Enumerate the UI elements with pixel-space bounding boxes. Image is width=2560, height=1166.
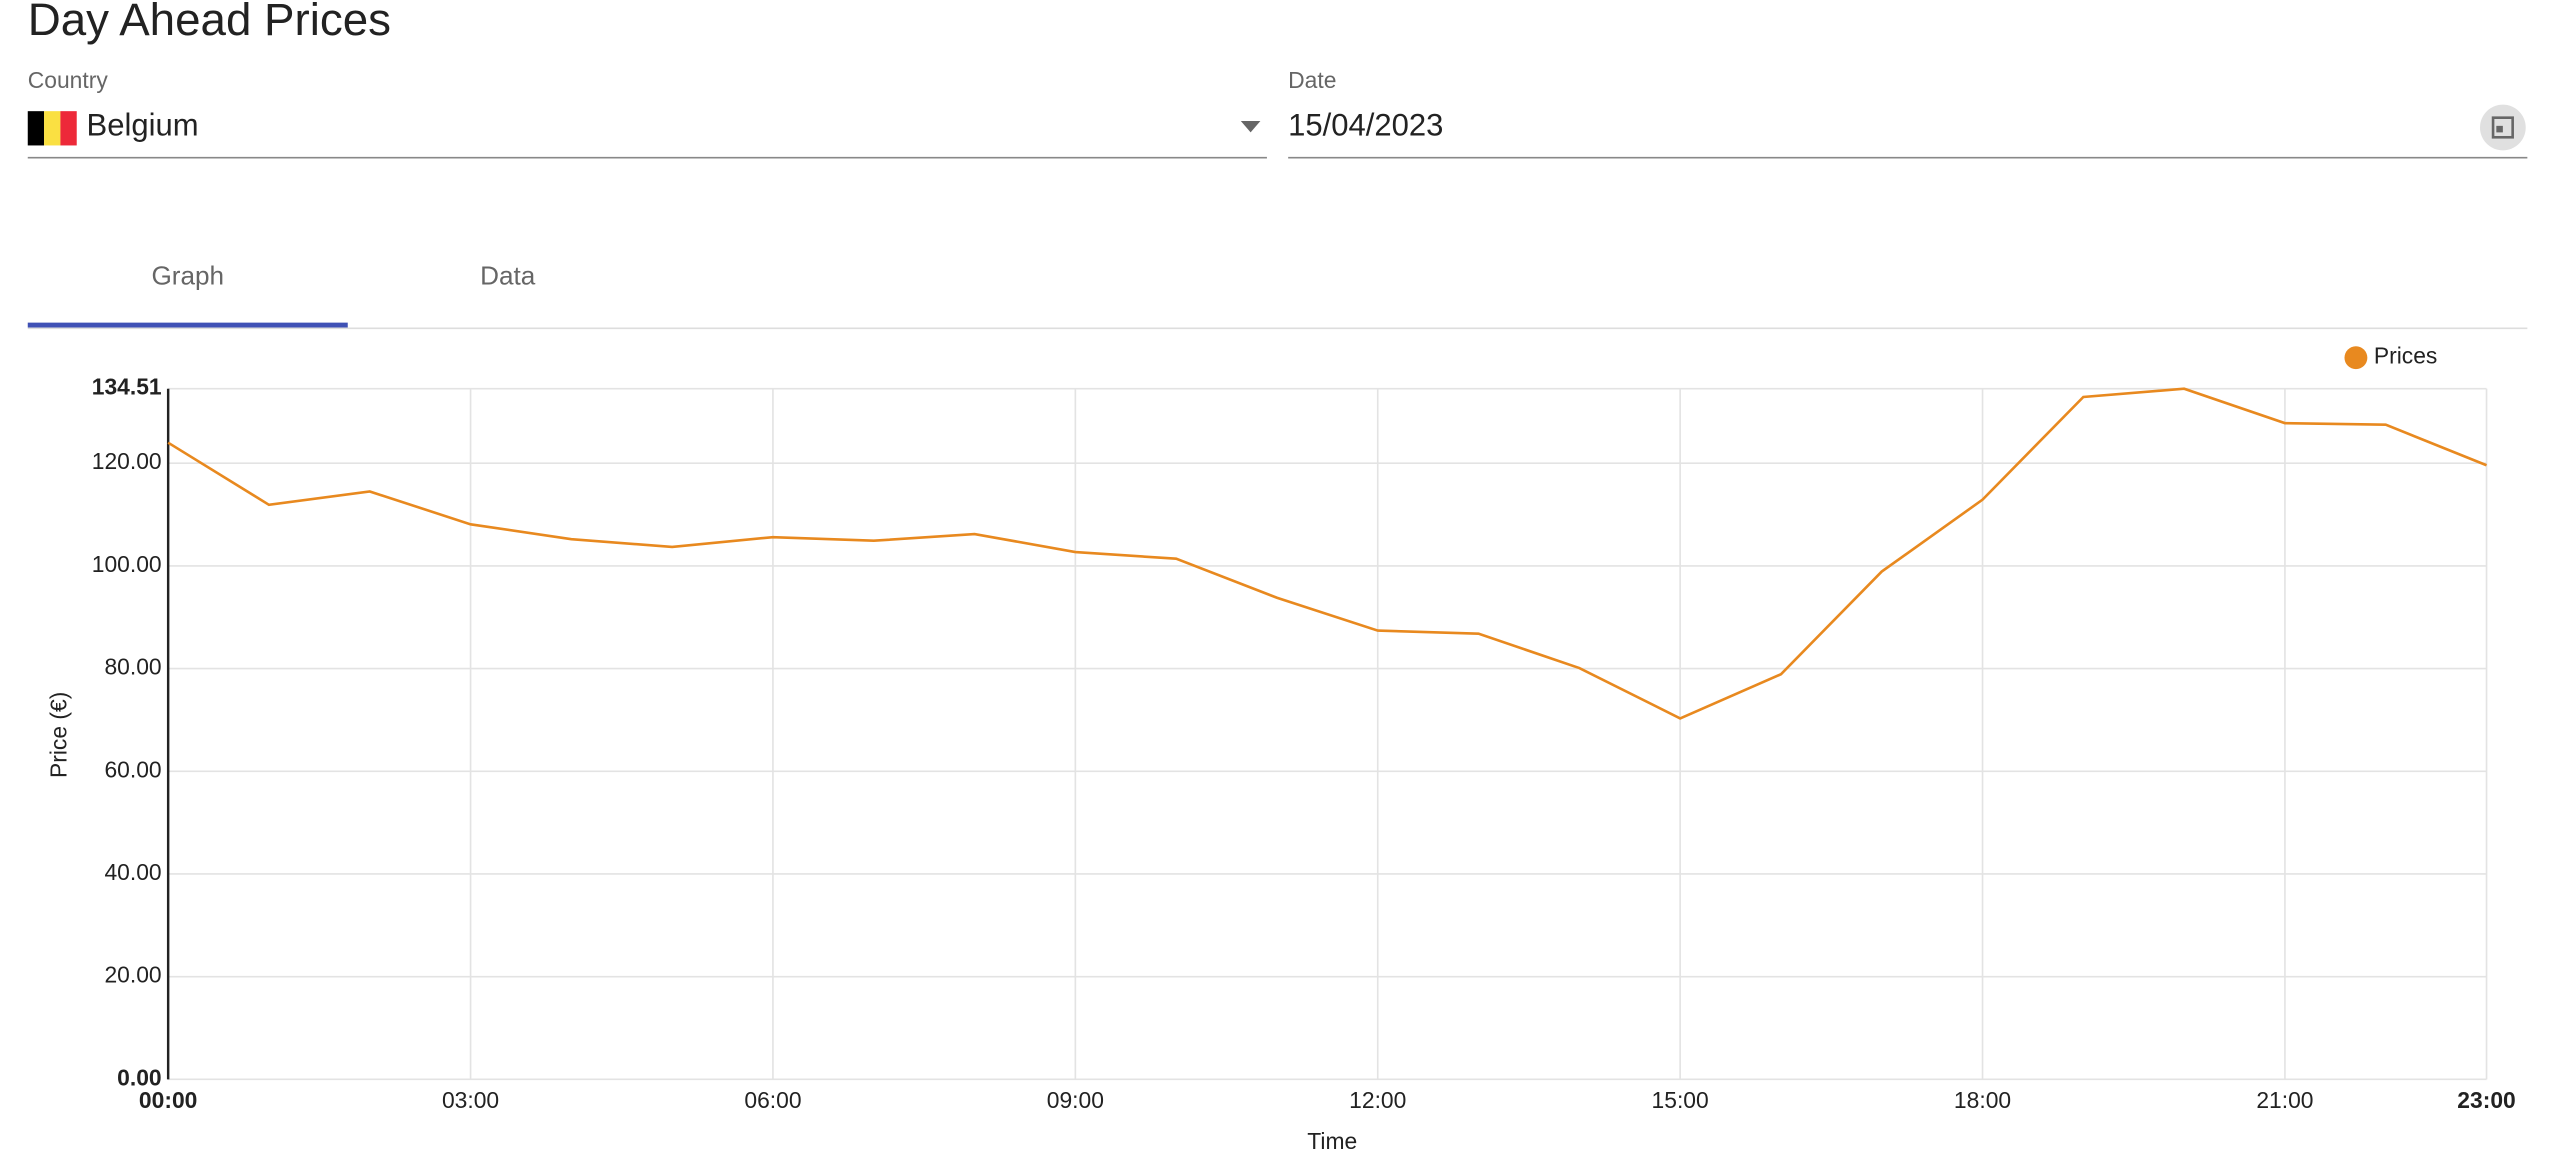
field-label: Date [1288,67,1336,93]
y-tick-label: 60.00 [104,756,161,782]
y-tick-label: 40.00 [104,859,161,885]
price-line [167,387,2488,720]
legend-label: Prices [2374,343,2437,369]
legend-marker [2344,346,2368,370]
x-tick-label: 12:00 [1349,1087,1406,1113]
y-tick-label: 80.00 [104,654,161,680]
y-tick-label: 134.51 [92,374,162,400]
x-tick-label: 15:00 [1652,1087,1709,1113]
tab[interactable]: Data [480,261,536,291]
flag [60,111,77,146]
y-tick-label: 20.00 [104,962,161,988]
x-tick-label: 06:00 [744,1087,801,1113]
y-tick-label: 100.00 [92,551,162,577]
y-tick-label: 120.00 [92,448,162,474]
field-value: Belgium [87,108,199,143]
x-tick-label: 09:00 [1047,1087,1104,1113]
chart: 0.00 20.00 40.00 60.00 80.00 100.00 120.00 134.… [45,343,2515,1154]
y-tick-label: 0.00 [117,1064,161,1090]
x-tick-label: 18:00 [1954,1087,2011,1113]
page-title: Day Ahead Prices [28,0,391,45]
calendar-icon [2496,125,2503,133]
x-tick-label: 23:00 [2457,1087,2515,1113]
x-tick-label: 00:00 [139,1087,197,1113]
x-tick-label: 03:00 [442,1087,499,1113]
calendar-icon [2491,116,2514,139]
field-value: 15/04/2023 [1288,108,1443,143]
field-label: Country [28,67,109,93]
x-tick-label: 21:00 [2256,1087,2313,1113]
tab[interactable]: Graph [151,261,224,291]
date-field[interactable]: Date 15/04/2023 [1288,67,2528,159]
country-select[interactable]: Country Belgium [27,67,1267,159]
x-axis-title: Time [1307,1128,1357,1154]
dropdown-arrow [1240,120,1261,133]
flag [27,111,45,146]
flag [44,111,61,146]
y-axis-title: Price (€) [45,692,71,778]
